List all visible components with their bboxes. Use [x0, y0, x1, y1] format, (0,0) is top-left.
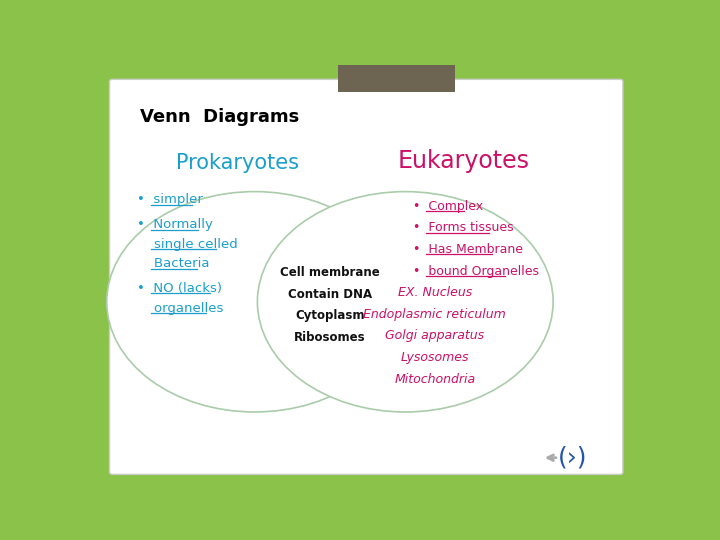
Text: •  Has Membrane: • Has Membrane: [413, 243, 523, 256]
Text: •  bound Organelles: • bound Organelles: [413, 265, 539, 278]
FancyBboxPatch shape: [109, 79, 623, 474]
Text: •  Complex: • Complex: [413, 200, 482, 213]
Text: Bacteria: Bacteria: [138, 258, 210, 271]
Text: Ribosomes: Ribosomes: [294, 331, 366, 344]
Text: •  NO (lacks): • NO (lacks): [138, 282, 222, 295]
Text: Endoplasmic reticulum: Endoplasmic reticulum: [364, 308, 506, 321]
Text: EX. Nucleus: EX. Nucleus: [397, 286, 472, 299]
Text: •  simpler: • simpler: [138, 193, 203, 206]
Text: Mitochondria: Mitochondria: [395, 373, 475, 386]
Text: Cell membrane: Cell membrane: [280, 266, 380, 279]
Text: (›): (›): [558, 446, 588, 470]
Text: Golgi apparatus: Golgi apparatus: [385, 329, 485, 342]
Circle shape: [107, 192, 402, 412]
Text: Contain DNA: Contain DNA: [288, 288, 372, 301]
Text: Venn  Diagrams: Venn Diagrams: [140, 109, 300, 126]
Circle shape: [258, 192, 553, 412]
Text: Cytoplasm: Cytoplasm: [295, 309, 365, 322]
Text: Prokaryotes: Prokaryotes: [176, 153, 300, 173]
Text: single celled: single celled: [138, 238, 238, 251]
Text: •  Normally: • Normally: [138, 218, 213, 231]
Text: organelles: organelles: [138, 301, 224, 314]
Text: Lysosomes: Lysosomes: [400, 351, 469, 364]
Text: Eukaryotes: Eukaryotes: [398, 149, 530, 173]
Text: •  Forms tissues: • Forms tissues: [413, 221, 513, 234]
Bar: [338, 65, 456, 92]
